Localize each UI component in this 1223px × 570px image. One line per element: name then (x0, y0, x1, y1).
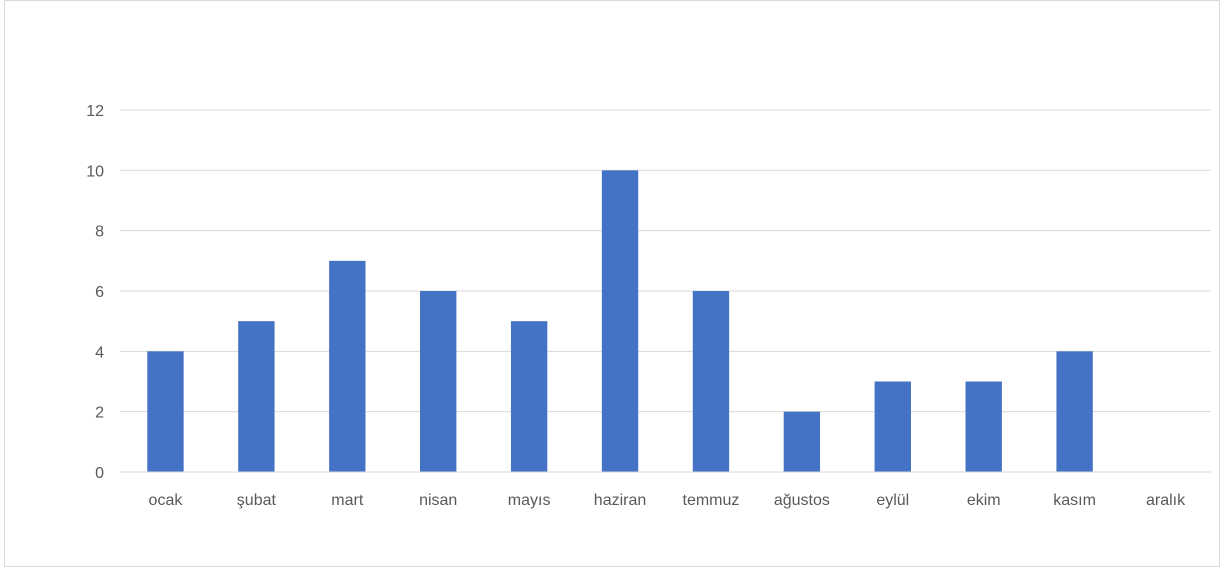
x-tick-label: nisan (419, 492, 457, 509)
y-tick-label: 4 (95, 344, 104, 361)
bar-6 (692, 291, 730, 472)
chart-frame: ocak şubat mart nisan mayıs haziran temmuz ağus… (4, 0, 1220, 567)
x-tick-label: ağustos (774, 492, 830, 509)
y-tick-label: 8 (95, 224, 104, 241)
x-tick-label: ocak (149, 492, 184, 509)
x-tick-label: haziran (594, 492, 646, 509)
bar-7 (783, 411, 821, 472)
x-tick-label: aralık (1146, 492, 1186, 509)
x-tick-label: temmuz (683, 492, 740, 509)
x-tick-label: ekim (967, 492, 1001, 509)
bar-chart: ocak şubat mart nisan mayıs haziran temmuz ağus… (86, 103, 1211, 509)
bar-1 (238, 321, 275, 472)
bar-9 (965, 381, 1002, 472)
bars (147, 170, 1093, 473)
y-tick-label: 6 (95, 284, 104, 301)
y-tick-label: 2 (95, 405, 104, 422)
x-tick-label: kasım (1053, 492, 1096, 509)
y-tick-label: 10 (86, 163, 104, 180)
bar-8 (874, 381, 911, 472)
x-tick-label: eylül (876, 492, 909, 509)
bar-3 (420, 291, 457, 472)
bar-4 (510, 321, 548, 472)
y-tick-label: 12 (86, 103, 104, 120)
gridlines (120, 109, 1211, 413)
x-tick-label: mayıs (508, 492, 551, 509)
bar-10 (1056, 351, 1093, 472)
x-tick-label: şubat (237, 492, 277, 509)
x-axis: ocak şubat mart nisan mayıs haziran temmuz ağus… (120, 471, 1211, 509)
x-tick-label: mart (331, 492, 364, 509)
bar-2 (329, 260, 366, 472)
bar-0 (147, 351, 184, 472)
bar-5 (601, 170, 639, 473)
y-axis: 0 2 4 6 8 10 12 (86, 103, 104, 482)
y-tick-label: 0 (95, 465, 104, 482)
